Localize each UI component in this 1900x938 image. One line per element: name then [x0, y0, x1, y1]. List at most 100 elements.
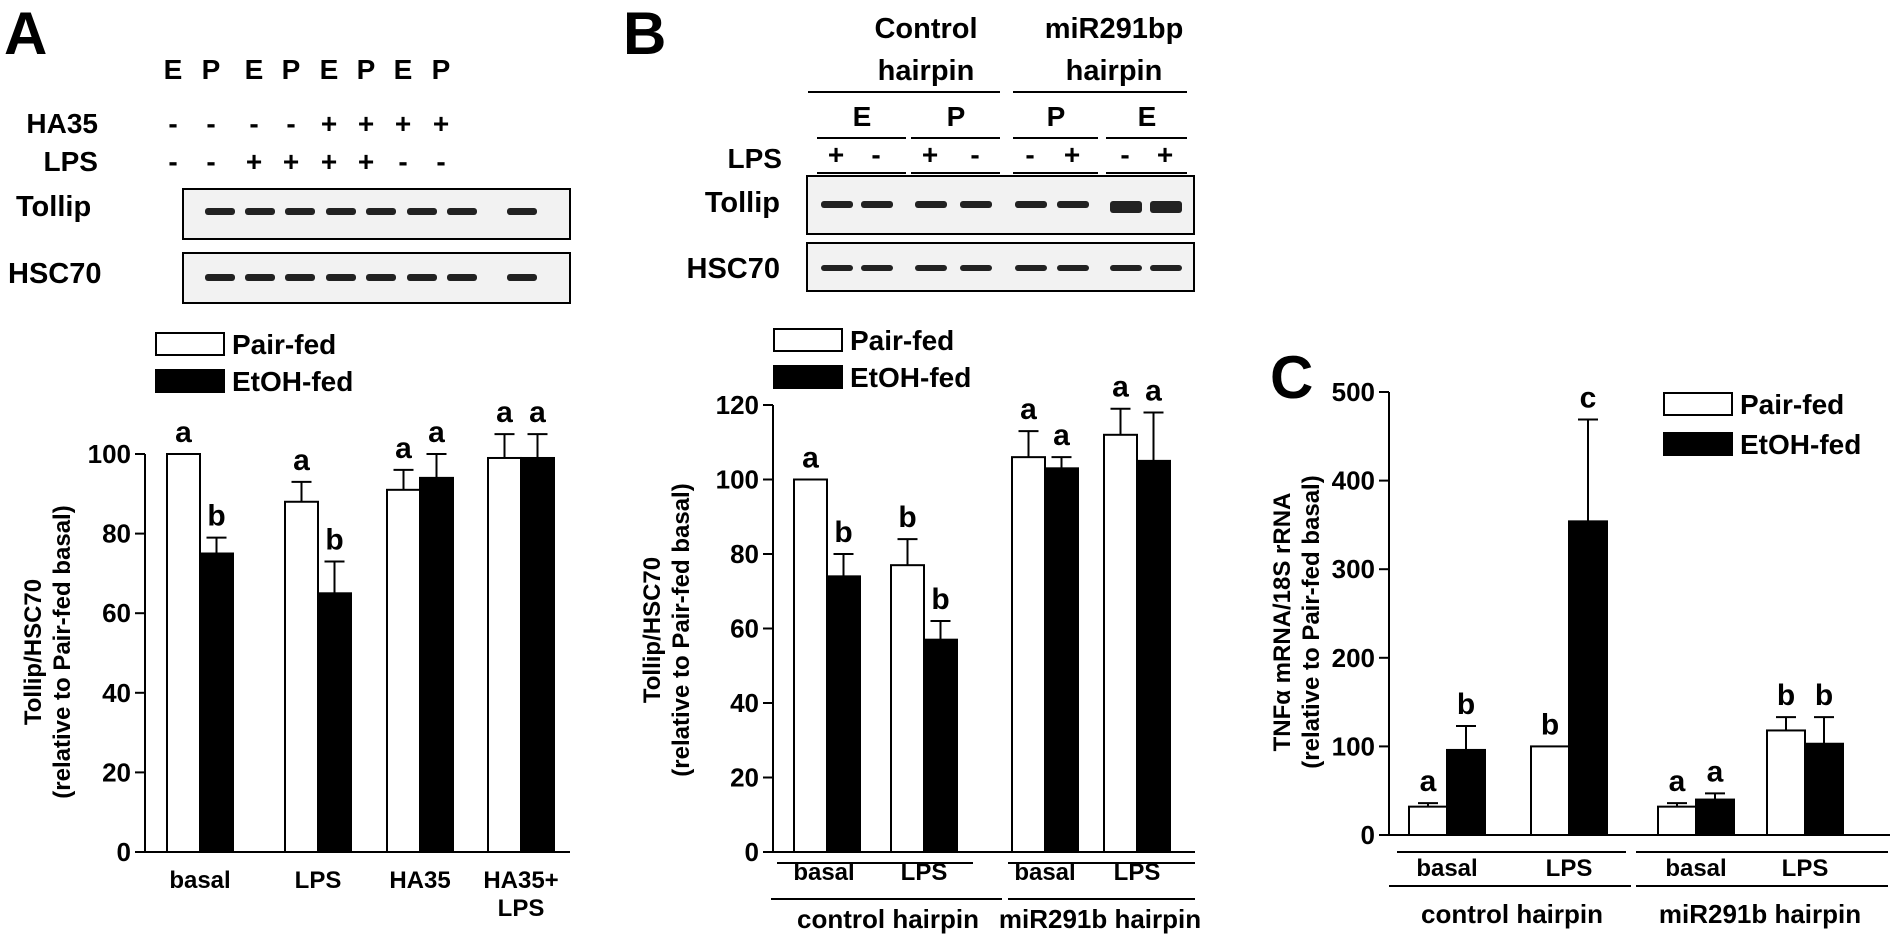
blot-a-hsc70-band-1 — [245, 274, 275, 281]
blot-a-hsc70-band-4 — [366, 274, 396, 281]
chart-c-y-tick-label-2: 200 — [1332, 643, 1375, 673]
blot-a-lane-label-5: P — [357, 54, 376, 85]
chart-a-bar-etoh-fed-0 — [199, 552, 234, 853]
chart-c-y-tick-label-1: 100 — [1332, 731, 1375, 761]
chart-a-bar-etoh-fed-3 — [520, 456, 555, 853]
panel-a-western-blot: HA35 LPS Tollip HSC70 E P E P E P E P- - - - + + + +- -… — [8, 54, 571, 304]
blot-a-lane-label-3: P — [282, 54, 301, 85]
blot-b-hsc70-band-4 — [1015, 265, 1047, 271]
chart-b-sig-label-pair-fed-2: a — [1020, 393, 1037, 426]
blot-a-hsc70-band-7 — [507, 274, 537, 281]
chart-c-sig-label-pair-fed-1: b — [1541, 708, 1559, 741]
chart-a-sig-label-etoh-fed-0: b — [207, 500, 225, 533]
chart-c-legend-swatch-pair-fed — [1663, 392, 1733, 416]
chart-c-bar-pair-fed-1 — [1530, 745, 1570, 837]
blot-a-tollip-band-5 — [407, 208, 437, 215]
blot-a-ha35-sign-1: - — [206, 108, 215, 139]
chart-a-bar-etoh-fed-2 — [419, 476, 454, 853]
blot-a-hsc70-band-6 — [447, 274, 477, 281]
chart-b-bar-pair-fed-2 — [1011, 456, 1046, 853]
chart-b-legend-swatch-etoh-fed — [773, 365, 843, 389]
chart-c-sig-label-etoh-fed-3: b — [1815, 679, 1833, 712]
chart-c-sig-label-pair-fed-3: b — [1777, 679, 1795, 712]
chart-b-legend-label-etoh-fed: EtOH-fed — [850, 362, 971, 393]
blot-b-hsc70-band-5 — [1057, 265, 1089, 271]
blot-a-lps-sign-4: + — [321, 146, 337, 177]
blot-a-tollip-band-2 — [285, 208, 315, 215]
chart-b-bar-pair-fed-3 — [1103, 433, 1138, 853]
blot-a-lps-sign-6: - — [398, 146, 407, 177]
blot-b-hsc70-band-7 — [1150, 265, 1182, 271]
blot-a-lps-sign-1: - — [206, 146, 215, 177]
panel-b-western-blot: Control hairpin miR291bp hairpin LPS Tol… — [687, 13, 1195, 292]
chart-c-bar-pair-fed-3 — [1766, 729, 1806, 837]
blot-b-hsc70-band-1 — [861, 265, 893, 271]
chart-a-category-label-1: LPS — [295, 867, 342, 894]
blot-a-hsc70-band-2 — [285, 274, 315, 281]
chart-b-y-tick-label-4: 80 — [730, 539, 759, 569]
chart-c-y-tick-label-3: 300 — [1332, 554, 1375, 584]
chart-a-bar-pair-fed-2 — [386, 488, 421, 853]
chart-b-y-tick-label-3: 60 — [730, 614, 759, 644]
chart-c-bar-pair-fed-2 — [1657, 805, 1697, 837]
chart-b-bar-etoh-fed-0 — [826, 575, 861, 853]
chart-b-y-tick-label-6: 120 — [716, 390, 759, 420]
chart-a-y-tick-label-4: 80 — [102, 519, 131, 549]
blot-a-hsc70-band-3 — [326, 274, 356, 281]
chart-b-y-tick-label-2: 40 — [730, 688, 759, 718]
chart-a-bar-etoh-fed-1 — [317, 592, 352, 853]
blot-a-tollip-band-7 — [507, 208, 537, 215]
blot-b-tollip-band-5 — [1057, 201, 1089, 208]
chart-a-category-label-3-line2: LPS — [498, 895, 545, 922]
blot-b-lane-label-2: P — [1047, 101, 1066, 132]
blot-a-row-label-lps: LPS — [44, 146, 98, 177]
chart-a-sig-label-etoh-fed-2: a — [428, 416, 445, 449]
blot-a-lps-sign-3: + — [283, 146, 299, 177]
blot-a-row-label-ha35: HA35 — [26, 108, 98, 139]
blot-b-tollip-band-4 — [1015, 201, 1047, 208]
panel-label-a: A — [4, 0, 47, 67]
chart-a-y-tick-label-2: 40 — [102, 678, 131, 708]
chart-b-y-axis-label-line2: (relative to Pair-fed basal) — [668, 483, 695, 776]
chart-a-category-label-2: HA35 — [389, 867, 450, 894]
blot-a-ha35-sign-6: + — [395, 108, 411, 139]
chart-a-y-axis-label-line1: Tollip/HSC70 — [20, 579, 47, 725]
blot-a-band-label-tollip: Tollip — [16, 191, 91, 223]
chart-c-bar-etoh-fed-3 — [1804, 742, 1844, 837]
chart-a-sig-label-pair-fed-3: a — [496, 396, 513, 429]
blot-a-hsc70-band-0 — [205, 274, 235, 281]
chart-c-y-axis-label-line1: TNFα mRNA/18S rRNA — [1269, 493, 1296, 752]
blot-b-lane-label-1: P — [947, 101, 966, 132]
blot-a-band-label-hsc70: HSC70 — [8, 258, 102, 290]
blot-a-ha35-sign-5: + — [358, 108, 374, 139]
blot-b-hsc70-band-3 — [960, 265, 992, 271]
chart-b: 0 20 40 60 80 100 120 Tollip/HSC70(relative to … — [639, 325, 1201, 934]
chart-c-legend-swatch-etoh-fed — [1663, 432, 1733, 456]
blot-a-lps-sign-7: - — [436, 146, 445, 177]
chart-c-category-label-0: basal — [1416, 855, 1477, 882]
blot-b-tollip-band-7 — [1150, 201, 1182, 213]
blot-b-tollip-band-1 — [861, 201, 893, 208]
chart-a-sig-label-pair-fed-0: a — [175, 416, 192, 449]
chart-c-bar-etoh-fed-0 — [1446, 748, 1486, 836]
chart-c-sig-label-pair-fed-2: a — [1669, 765, 1686, 798]
blot-a-ha35-sign-7: + — [433, 108, 449, 139]
chart-b-group-label-1: miR291b hairpin — [999, 904, 1201, 934]
chart-b-y-tick-label-1: 20 — [730, 763, 759, 793]
chart-a-legend-swatch-etoh-fed — [155, 369, 225, 393]
chart-a-legend-swatch-pair-fed — [155, 332, 225, 356]
blot-b-group-header-control-2: hairpin — [878, 55, 975, 87]
chart-b-sig-label-pair-fed-0: a — [802, 442, 819, 475]
chart-c-y-axis-label: TNFα mRNA/18S rRNA(relative to Pair-fed … — [1269, 475, 1325, 768]
chart-b-y-axis-label: Tollip/HSC70(relative to Pair-fed basal) — [639, 483, 695, 776]
chart-c-bar-etoh-fed-1 — [1568, 520, 1608, 837]
chart-b-bar-etoh-fed-1 — [923, 638, 958, 853]
chart-a-y-tick-label-3: 60 — [102, 598, 131, 628]
chart-c-y-tick-label-4: 400 — [1332, 466, 1375, 496]
chart-b-sig-label-etoh-fed-0: b — [834, 516, 852, 549]
chart-c-category-label-1: LPS — [1546, 855, 1593, 882]
chart-a-y-tick-label-0: 0 — [117, 837, 131, 867]
chart-c-category-label-2: basal — [1665, 855, 1726, 882]
chart-a-sig-label-pair-fed-1: a — [293, 444, 310, 477]
chart-c-legend-label-etoh-fed: EtOH-fed — [1740, 429, 1861, 460]
